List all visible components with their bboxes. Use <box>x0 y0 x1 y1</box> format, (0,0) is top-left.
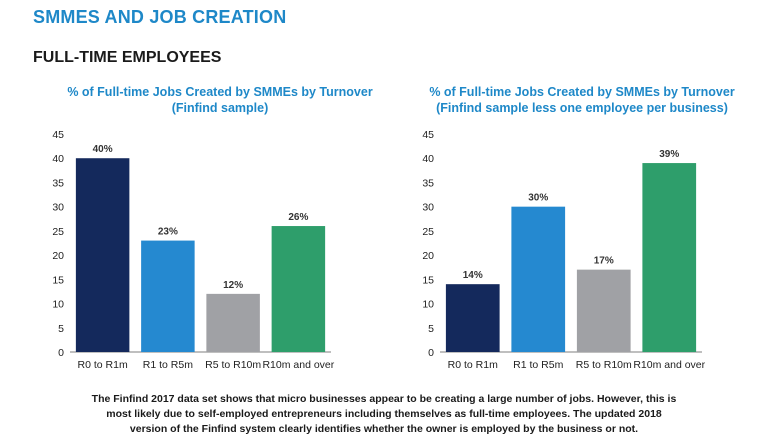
chart-title-left: % of Full-time Jobs Created by SMMEs by … <box>30 84 410 116</box>
footnote: The Finfind 2017 data set shows that mic… <box>0 392 768 437</box>
chart-title-left-line-1: % of Full-time Jobs Created by SMMEs by … <box>67 85 373 99</box>
right-chart-bar <box>642 163 697 352</box>
left-chart-y-tick-label: 35 <box>52 177 64 189</box>
left-chart-data-label: 40% <box>93 144 113 155</box>
right-chart-category-label: R5 to R10m <box>576 359 632 371</box>
section-title: SMMES AND JOB CREATION <box>33 7 287 27</box>
right-chart-data-label: 30% <box>528 193 548 204</box>
footnote-line-1: The Finfind 2017 data set shows that mic… <box>91 393 677 405</box>
right-chart-data-label: 17% <box>594 256 614 267</box>
page-subtitle: FULL-TIME EMPLOYEES <box>33 49 222 66</box>
right-chart-y-tick-label: 10 <box>422 299 434 311</box>
left-chart-y-tick-label: 10 <box>52 299 64 311</box>
left-chart-y-tick-label: 40 <box>52 153 64 165</box>
left-chart-y-tick-label: 45 <box>52 129 64 141</box>
right-chart-y-tick-label: 30 <box>422 202 434 214</box>
footnote-line-2: most likely due to self-employed entrepr… <box>106 408 662 420</box>
left-chart-bar <box>271 226 326 352</box>
right-chart-y-tick-label: 40 <box>422 153 434 165</box>
left-chart-y-tick-label: 25 <box>52 226 64 238</box>
right-chart-y-tick-label: 15 <box>422 274 434 286</box>
left-chart-y-tick-label: 20 <box>52 250 64 262</box>
right-chart-category-label: R10m and over <box>633 359 705 371</box>
left-chart-data-label: 12% <box>223 280 243 291</box>
left-chart-data-label: 23% <box>158 227 178 238</box>
left-chart-y-tick-label: 5 <box>58 323 64 335</box>
right-chart-y-tick-label: 45 <box>422 129 434 141</box>
chart-title-left-line-2: (Finfind sample) <box>171 101 269 115</box>
right-chart-data-label: 39% <box>659 149 679 160</box>
right-chart-category-label: R0 to R1m <box>448 359 498 371</box>
left-chart-y-tick-label: 0 <box>58 347 64 359</box>
left-chart-category-label: R5 to R10m <box>205 359 261 371</box>
left-chart-bar <box>75 158 130 352</box>
right-chart-y-tick-label: 5 <box>428 323 434 335</box>
right-chart-bar <box>576 269 631 352</box>
footnote-line-3: version of the Finfind system clearly id… <box>129 423 639 435</box>
chart-title-right: % of Full-time Jobs Created by SMMEs by … <box>392 84 768 116</box>
left-chart-bar <box>206 293 260 352</box>
chart-title-right-line-1: % of Full-time Jobs Created by SMMEs by … <box>429 85 735 99</box>
right-chart-category-label: R1 to R5m <box>513 359 563 371</box>
right-chart-y-tick-label: 20 <box>422 250 434 262</box>
left-chart-category-label: R0 to R1m <box>78 359 128 371</box>
right-chart-data-label: 14% <box>463 270 483 281</box>
left-chart-data-label: 26% <box>288 212 308 223</box>
right-chart-bar <box>511 206 566 352</box>
right-chart-bar <box>445 284 500 352</box>
left-chart-category-label: R10m and over <box>262 359 334 371</box>
left-chart-y-tick-label: 15 <box>52 274 64 286</box>
left-chart-y-tick-label: 30 <box>52 202 64 214</box>
left-chart-bar <box>141 240 195 352</box>
left-chart-category-label: R1 to R5m <box>143 359 193 371</box>
right-chart-y-tick-label: 25 <box>422 226 434 238</box>
chart-title-right-line-2: (Finfind sample less one employee per bu… <box>436 101 728 115</box>
right-chart-y-tick-label: 35 <box>422 177 434 189</box>
right-chart-y-tick-label: 0 <box>428 347 434 359</box>
